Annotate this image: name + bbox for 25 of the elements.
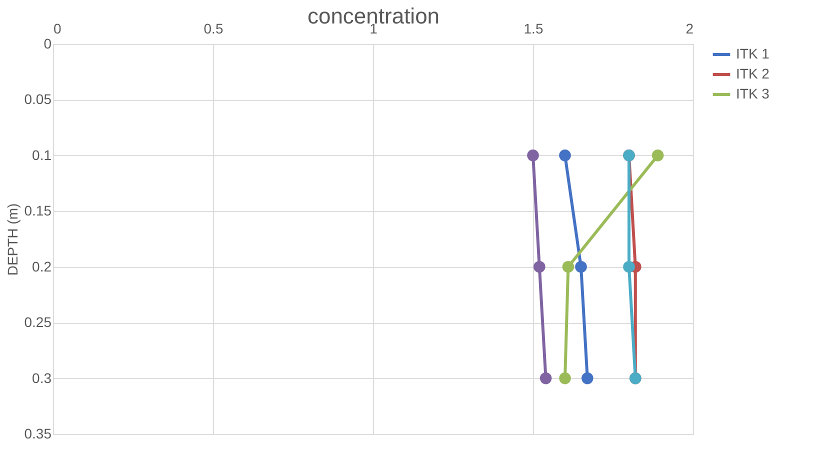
legend-label: ITK 3 (736, 86, 770, 102)
legend-label: ITK 2 (736, 66, 770, 82)
y-axis-title: DEPTH (m) (4, 203, 20, 276)
y-tick-label: 0.35 (24, 426, 52, 442)
point (540, 372, 552, 384)
point (575, 260, 587, 273)
point (559, 150, 571, 162)
x-tick-label: 2 (686, 20, 694, 36)
point (581, 372, 594, 384)
y-tick-label: 0.3 (32, 370, 52, 386)
x-tick-label: 1.5 (524, 20, 544, 36)
y-tick-label: 0.2 (32, 258, 52, 274)
point (652, 150, 664, 162)
point (559, 372, 571, 384)
point (533, 260, 546, 273)
y-tick-label: 0.1 (32, 146, 52, 163)
legend-label: ITK 1 (736, 46, 770, 62)
point (623, 260, 635, 273)
y-tick-label: 0.15 (24, 202, 52, 219)
x-tick-label: 0.5 (204, 20, 224, 36)
y-tick-label: 0 (44, 36, 52, 52)
point (562, 260, 574, 273)
point (527, 150, 539, 162)
y-tick-label: 0.05 (24, 91, 52, 108)
y-tick-label: 0.25 (24, 314, 52, 330)
